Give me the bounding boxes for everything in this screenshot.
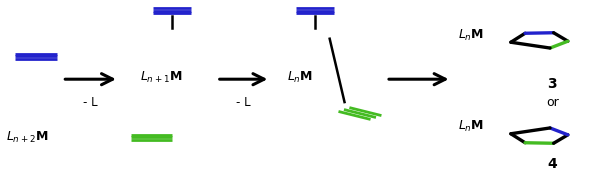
Text: $L_n$M: $L_n$M xyxy=(458,28,484,43)
Text: $L_{n+2}$M: $L_{n+2}$M xyxy=(6,130,48,145)
Text: - L: - L xyxy=(83,96,97,109)
Text: - L: - L xyxy=(236,96,251,109)
Text: 3: 3 xyxy=(548,77,557,92)
Text: 4: 4 xyxy=(548,157,557,171)
Text: $L_n$M: $L_n$M xyxy=(458,119,484,134)
Text: or: or xyxy=(546,96,559,109)
Text: $L_n$M: $L_n$M xyxy=(287,70,313,85)
Text: $L_{n+1}$M: $L_{n+1}$M xyxy=(140,70,182,85)
